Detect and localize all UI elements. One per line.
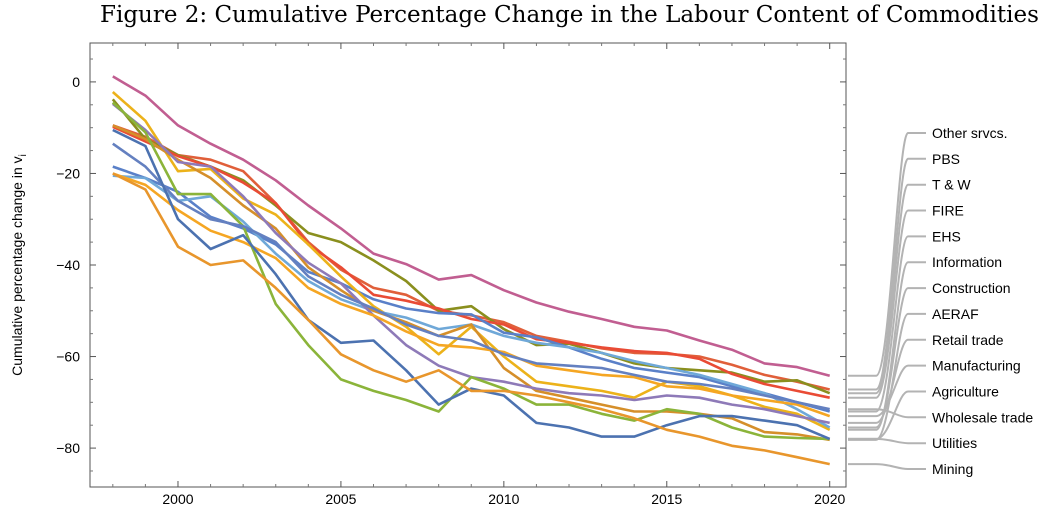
legend-label: Information — [932, 254, 1002, 270]
series-line — [112, 125, 830, 399]
plot-frame — [89, 42, 847, 488]
legend-label: Retail trade — [932, 332, 1004, 348]
series-line — [112, 75, 831, 378]
chart-title: Figure 2: Cumulative Percentage Change i… — [100, 2, 1039, 28]
y-tick-label: −60 — [56, 349, 80, 365]
series-line — [112, 172, 830, 466]
y-tick-label: −20 — [56, 165, 80, 181]
x-tick-label: 2010 — [488, 491, 519, 507]
y-axis-label-subscript: i — [18, 154, 29, 156]
legend-leader-line — [848, 132, 926, 377]
legend-label: PBS — [932, 151, 960, 167]
y-axis-label: Cumulative percentage change in vi — [9, 154, 29, 376]
x-axis: 2000 2005 2010 2015 2020 — [112, 43, 845, 507]
y-tick-label: −80 — [56, 440, 80, 456]
y-tick-label: −40 — [56, 257, 80, 273]
legend-leader-line — [848, 157, 926, 391]
series-line — [112, 172, 831, 418]
x-tick-label: 2020 — [814, 491, 845, 507]
legend-leader-line — [848, 437, 926, 445]
legend-label: T & W — [932, 177, 971, 193]
legend-leader-line — [848, 235, 926, 413]
legend-leader-line — [848, 287, 926, 429]
series-line — [112, 142, 830, 411]
series-line — [111, 101, 830, 441]
legend-leader-line — [848, 364, 926, 418]
x-tick-label: 2005 — [325, 491, 356, 507]
legend-label: Utilities — [932, 435, 977, 451]
y-axis: 0 −20 −40 −60 −80 — [56, 58, 846, 472]
legend-label: Agriculture — [932, 383, 999, 399]
y-axis-label-text: Cumulative percentage change in v — [9, 156, 25, 375]
series-lines — [111, 75, 831, 466]
legend-leader-line — [848, 338, 926, 424]
legend-label: Other srvcs. — [932, 125, 1007, 141]
x-tick-label: 2015 — [651, 491, 682, 507]
legend-leader-line — [848, 261, 926, 431]
series-line — [112, 128, 831, 441]
x-tick-label: 2000 — [162, 491, 193, 507]
legend-label: FIRE — [932, 203, 964, 219]
legend-label: AERAF — [932, 306, 979, 322]
legend-label: Wholesale trade — [932, 409, 1033, 425]
legend-leader-line — [848, 463, 926, 470]
legend-leader-line — [848, 183, 926, 395]
series-line — [111, 98, 831, 395]
series-line — [111, 91, 831, 431]
legend: Other srvcs. PBS T & W FIRE EHS Information Co… — [848, 125, 1033, 477]
legend-label: Mining — [932, 461, 973, 477]
legend-leader-line — [848, 209, 926, 399]
series-line — [112, 124, 831, 391]
legend-label: EHS — [932, 228, 961, 244]
legend-label: Manufacturing — [932, 358, 1021, 374]
y-tick-label: 0 — [72, 74, 80, 90]
legend-leader-line — [848, 408, 926, 419]
legend-label: Construction — [932, 280, 1011, 296]
